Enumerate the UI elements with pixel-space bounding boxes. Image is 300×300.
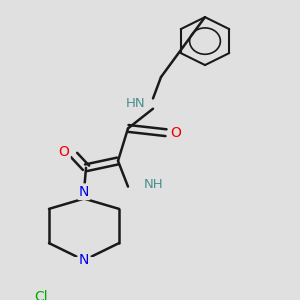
Text: HN: HN <box>125 97 145 110</box>
Text: NH: NH <box>144 178 164 191</box>
Text: O: O <box>58 146 69 159</box>
Text: O: O <box>171 126 182 140</box>
Text: Cl: Cl <box>34 290 48 300</box>
Text: N: N <box>79 253 89 267</box>
Text: N: N <box>79 185 89 199</box>
